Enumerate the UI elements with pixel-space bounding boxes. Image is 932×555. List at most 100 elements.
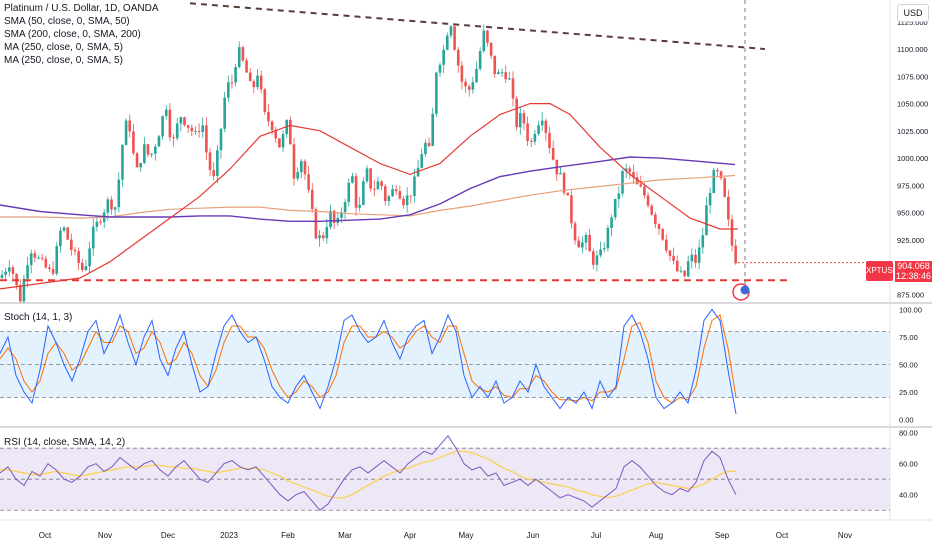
price-axis-tick: 975.000 xyxy=(897,181,924,190)
rsi-axis-tick: 40.00 xyxy=(899,491,918,500)
candle-body xyxy=(227,82,230,98)
candle-body xyxy=(409,195,413,197)
candle-body xyxy=(81,262,84,271)
stoch-axis-tick: 0.00 xyxy=(899,416,914,425)
candle-body xyxy=(121,145,124,180)
candle-body xyxy=(632,171,635,178)
candle-body xyxy=(562,173,566,193)
candle-body xyxy=(730,219,734,246)
candle-body xyxy=(672,255,675,261)
candle-body xyxy=(8,267,11,272)
indicator-sma50[interactable]: SMA (50, close, 0, SMA, 50) xyxy=(4,16,130,27)
candle-body xyxy=(526,123,529,141)
candle-body xyxy=(387,196,391,202)
candle-body xyxy=(694,254,697,263)
candle-body xyxy=(99,221,102,223)
price-axis-tick: 1075.000 xyxy=(897,72,928,81)
candle-body xyxy=(237,47,241,68)
candle-body xyxy=(482,30,486,52)
stoch-pane-label[interactable]: Stoch (14, 1, 3) xyxy=(4,312,73,323)
candle-body xyxy=(135,153,139,168)
candle-body xyxy=(617,193,621,199)
candle-body xyxy=(143,144,146,163)
candle-body xyxy=(172,137,175,139)
candle-body xyxy=(175,123,179,139)
candle-body xyxy=(621,171,624,194)
candle-body xyxy=(449,26,453,36)
currency-button[interactable]: USD xyxy=(897,4,929,22)
candle-body xyxy=(154,146,157,154)
candle-body xyxy=(599,249,602,256)
candle-body xyxy=(95,221,99,227)
price-axis-tick: 950.000 xyxy=(897,209,924,218)
candle-body xyxy=(635,177,639,185)
candle-body xyxy=(91,226,95,249)
candle-body xyxy=(267,111,270,122)
candle-body xyxy=(606,227,610,249)
candle-body xyxy=(146,144,150,155)
time-axis-tick: May xyxy=(458,531,473,540)
candle-body xyxy=(128,120,132,132)
candle-body xyxy=(424,142,427,155)
candle-body xyxy=(376,181,380,190)
sma200-line xyxy=(0,156,736,223)
candle-body xyxy=(113,207,117,210)
candle-body xyxy=(117,179,121,208)
candle-body xyxy=(398,191,402,199)
candle-body xyxy=(438,64,442,73)
candle-body xyxy=(508,78,511,80)
candle-body xyxy=(533,133,537,142)
candle-body xyxy=(522,113,526,124)
candle-body xyxy=(365,168,369,182)
candle-body xyxy=(537,125,540,134)
candle-body xyxy=(391,189,394,197)
candle-body xyxy=(343,202,347,213)
indicator-ma250-a[interactable]: MA (250, close, 0, SMA, 5) xyxy=(4,42,123,53)
candle-body xyxy=(394,189,398,192)
time-axis-tick: Sep xyxy=(715,531,730,540)
candle-body xyxy=(70,239,73,250)
candle-body xyxy=(584,234,588,243)
rsi-ma-line xyxy=(0,450,736,499)
candle-body xyxy=(486,30,489,43)
candle-body xyxy=(88,248,91,267)
candle-body xyxy=(110,199,113,210)
candle-body xyxy=(168,109,172,138)
candle-body xyxy=(380,181,383,187)
candle-body xyxy=(274,130,278,139)
price-axis-tick: 1100.000 xyxy=(897,45,928,54)
candle-body xyxy=(402,198,405,206)
candle-body xyxy=(241,47,245,61)
chart-title: Platinum / U.S. Dollar, 1D, OANDA xyxy=(4,3,159,14)
candle-body xyxy=(59,230,62,247)
candle-body xyxy=(639,184,643,187)
time-axis-tick: Aug xyxy=(649,531,663,540)
candle-body xyxy=(464,81,467,87)
candle-body xyxy=(416,167,420,177)
candle-body xyxy=(40,257,44,259)
rsi-pane-label[interactable]: RSI (14, close, SMA, 14, 2) xyxy=(4,437,126,448)
candle-body xyxy=(471,82,475,90)
candle-body xyxy=(383,186,387,202)
candle-body xyxy=(701,235,705,248)
candle-body xyxy=(719,171,723,179)
candle-body xyxy=(77,251,80,263)
candle-body xyxy=(310,189,314,210)
rsi-line xyxy=(0,434,737,511)
candle-body xyxy=(548,132,551,148)
candle-body xyxy=(686,261,690,277)
candle-body xyxy=(351,176,354,183)
time-axis-tick: Jun xyxy=(527,531,540,540)
candle-body xyxy=(245,60,248,73)
candle-body xyxy=(259,75,263,90)
indicator-ma250-b[interactable]: MA (250, close, 0, SMA, 5) xyxy=(4,55,123,66)
candle-body xyxy=(453,26,456,50)
candles-group xyxy=(0,23,737,303)
time-axis-tick: Nov xyxy=(838,531,852,540)
candle-body xyxy=(37,257,40,259)
price-axis-tick: 1000.000 xyxy=(897,154,928,163)
bar-countdown: 12:38:46 xyxy=(895,271,932,281)
indicator-sma200[interactable]: SMA (200, close, 0, SMA, 200) xyxy=(4,29,141,40)
